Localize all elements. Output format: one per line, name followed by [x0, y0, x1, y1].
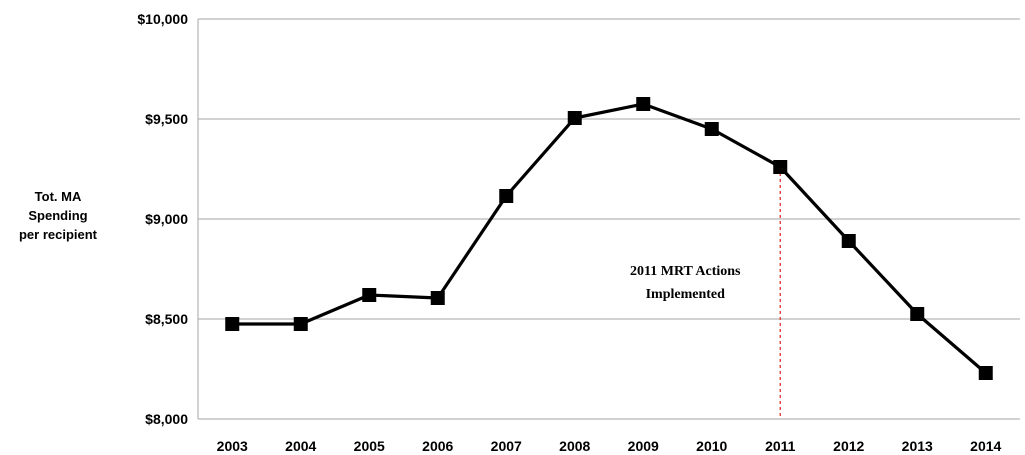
x-tick-label-3: 2006 [422, 438, 453, 454]
data-point-2012 [841, 234, 856, 248]
x-tick-label-5: 2008 [559, 438, 590, 454]
series-line [232, 102, 987, 375]
data-point-2007 [499, 189, 514, 203]
y-axis-label-line-3: per recipient [18, 227, 98, 242]
annotation-text-line-2: Implemented [646, 287, 726, 302]
y-tick-label-3: $9,500 [145, 111, 188, 127]
x-tick-label-9: 2012 [833, 438, 864, 454]
x-tick-label-7: 2010 [696, 438, 727, 454]
data-point-2008 [567, 111, 582, 125]
x-tick-label-6: 2009 [628, 438, 659, 454]
y-tick-label-0: $8,000 [145, 411, 188, 427]
y-axis-label-line-2: Spending [28, 208, 88, 223]
data-point-2014 [978, 366, 993, 380]
x-tick-label-1: 2004 [285, 438, 316, 454]
data-point-2005 [362, 288, 377, 302]
data-point-2010 [704, 122, 719, 136]
data-point-2004 [293, 317, 308, 331]
data-point-2013 [910, 307, 925, 321]
x-tick-label-8: 2011 [765, 438, 796, 454]
y-tick-label-4: $10,000 [137, 11, 188, 27]
x-tick-label-11: 2014 [970, 438, 1001, 454]
y-tick-label-2: $9,000 [145, 211, 188, 227]
x-tick-label-0: 2003 [217, 438, 248, 454]
x-tick-label-10: 2013 [902, 438, 933, 454]
y-tick-label-1: $8,500 [145, 311, 188, 327]
x-tick-label-2: 2005 [354, 438, 385, 454]
data-point-2003 [225, 317, 240, 331]
data-point-2006 [430, 291, 445, 305]
x-tick-label-4: 2007 [491, 438, 522, 454]
data-point-2009 [636, 97, 651, 111]
data-point-2011 [773, 160, 788, 174]
annotation-text-line-1: 2011 MRT Actions [630, 264, 741, 279]
y-axis-label-line-1: Tot. MA [34, 189, 82, 204]
